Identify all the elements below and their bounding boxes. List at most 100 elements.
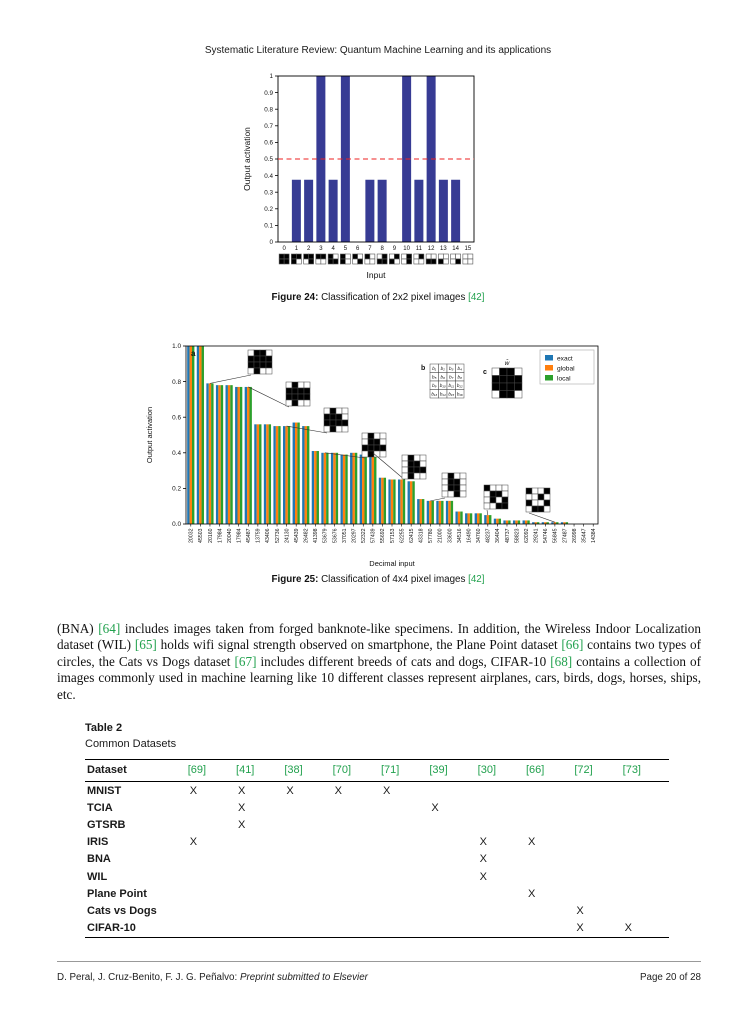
bar-exact bbox=[254, 424, 257, 524]
bar-local bbox=[297, 422, 300, 524]
figure25-citation[interactable]: [42] bbox=[468, 574, 485, 585]
inset-pattern-cell bbox=[341, 407, 349, 415]
dataset-mark-empty bbox=[186, 851, 234, 868]
figure24-caption: Figure 24: Classification of 2x2 pixel i… bbox=[0, 292, 756, 303]
bar-global bbox=[534, 522, 537, 524]
col-header-citation[interactable]: [38] bbox=[284, 764, 303, 776]
b-grid-label: b₂ bbox=[441, 366, 446, 371]
citation-link[interactable]: [66] bbox=[561, 637, 584, 653]
x-tick-label: 58823 bbox=[514, 528, 520, 543]
input-pattern-cell bbox=[291, 253, 297, 260]
legend-swatch-exact bbox=[545, 355, 553, 361]
x-tick-label: 35447 bbox=[581, 528, 587, 543]
citation-link[interactable]: [64] bbox=[98, 621, 121, 636]
col-header-citation[interactable]: [30] bbox=[477, 764, 497, 776]
weight-pattern-cell bbox=[506, 375, 515, 384]
input-pattern-cell bbox=[332, 253, 339, 260]
dataset-mark-empty bbox=[572, 816, 620, 833]
dataset-mark-empty bbox=[621, 868, 669, 885]
dataset-row: MNIST X X X X X bbox=[85, 782, 669, 800]
y-tick-label: 0 bbox=[269, 239, 273, 246]
inset-pattern-cell bbox=[373, 438, 381, 446]
figure24: 0 0.1 0.2 0.3 0.4 0.5 0.6 0.7 0.8 0.9 1 0 1 2 3 4 5 6 7 8 9 1… bbox=[238, 68, 500, 289]
inset-pattern-cell bbox=[247, 367, 255, 375]
inset-pattern-cell bbox=[259, 367, 267, 375]
x-tick-label: 13 bbox=[440, 246, 447, 252]
citation-link[interactable]: [65] bbox=[134, 637, 157, 653]
dataset-mark-empty bbox=[524, 920, 572, 938]
inset-pattern-cell bbox=[501, 496, 509, 504]
inset-pattern-cell bbox=[489, 502, 497, 510]
input-pattern-cell bbox=[438, 253, 444, 260]
inset-pattern-cell bbox=[401, 454, 409, 462]
input-pattern-cell bbox=[283, 253, 290, 260]
weight-pattern-cell bbox=[491, 382, 500, 391]
dataset-mark-empty bbox=[379, 920, 427, 938]
x-tick-label: 62255 bbox=[399, 528, 405, 543]
inset-pattern-cell bbox=[483, 496, 491, 504]
input-pattern-cell bbox=[418, 253, 425, 260]
bar-exact bbox=[484, 515, 487, 524]
y-tick-label: 0.0 bbox=[172, 521, 181, 528]
dataset-name: TCIA bbox=[87, 801, 113, 814]
bar-local bbox=[508, 520, 511, 524]
bar-global bbox=[237, 386, 240, 524]
x-tick-label: 41398 bbox=[313, 528, 319, 543]
b-grid-label: b₆ bbox=[441, 375, 446, 380]
bar-global bbox=[429, 500, 432, 524]
input-pattern-cell bbox=[352, 253, 358, 260]
col-header-citation[interactable]: [73] bbox=[622, 764, 641, 776]
inset-pattern-cell bbox=[253, 367, 261, 375]
col-header-citation[interactable]: [66] bbox=[525, 764, 545, 776]
legend-swatch-global bbox=[545, 365, 553, 371]
paragraph-text: includes different breeds of cats and do… bbox=[256, 653, 551, 669]
citation-link[interactable]: [67] bbox=[234, 653, 257, 669]
bar-local bbox=[412, 481, 415, 524]
col-header-citation[interactable]: [39] bbox=[429, 764, 448, 776]
bar-global bbox=[496, 518, 499, 524]
inset-pattern-cell bbox=[453, 472, 461, 480]
inset-pattern-cell bbox=[291, 387, 299, 395]
weight-pattern-cell bbox=[506, 367, 515, 376]
bar-exact bbox=[378, 477, 382, 524]
dataset-row: WIL X bbox=[85, 868, 669, 885]
panel-label-c: c bbox=[483, 369, 487, 376]
datasets-table-body: MNIST X X X X X TCIA X X GTSRB X IRIS X X X BNA X WIL X Pla… bbox=[85, 782, 669, 938]
bar-exact bbox=[187, 346, 190, 524]
col-header-citation[interactable]: [41] bbox=[236, 764, 255, 776]
paragraph-text: contains a collection of images commonly… bbox=[57, 653, 702, 702]
col-header-citation[interactable]: [70] bbox=[332, 764, 352, 776]
inset-pattern-cell bbox=[297, 381, 305, 389]
x-tick-label: 4 bbox=[331, 246, 335, 252]
col-header-citation[interactable]: [72] bbox=[574, 764, 593, 776]
inset-pattern-cell bbox=[335, 413, 343, 421]
inset-pattern-cell bbox=[291, 399, 299, 407]
bar-local bbox=[230, 385, 233, 524]
x-tick-label: 33600 bbox=[447, 528, 453, 543]
bar-local bbox=[479, 513, 482, 524]
inset-pattern-cell bbox=[531, 505, 539, 513]
dataset-mark-empty bbox=[186, 799, 234, 816]
col-header-citation[interactable]: [71] bbox=[381, 764, 400, 776]
input-pattern-cell bbox=[327, 253, 334, 260]
inset-pattern-cell bbox=[329, 425, 337, 433]
x-tick-label: 14 bbox=[452, 246, 459, 252]
bar-exact bbox=[436, 500, 439, 524]
bar-global bbox=[352, 452, 355, 524]
legend-label: local bbox=[557, 375, 571, 382]
figure25-caption: Figure 25: Classification of 4x4 pixel i… bbox=[0, 574, 756, 585]
dataset-mark-empty bbox=[282, 868, 330, 885]
x-tick-label: 12 bbox=[428, 246, 435, 252]
citation-link[interactable]: [68] bbox=[550, 653, 573, 669]
bar-exact bbox=[445, 500, 449, 524]
bar bbox=[377, 179, 387, 242]
inset-pattern-cell bbox=[323, 413, 331, 421]
figure24-citation[interactable]: [42] bbox=[468, 292, 485, 303]
y-tick-label: 0.4 bbox=[172, 450, 181, 457]
dataset-mark-empty bbox=[524, 902, 572, 919]
inset-pattern-cell bbox=[447, 484, 455, 492]
dataset-mark-empty bbox=[379, 851, 427, 868]
col-header-citation[interactable]: [69] bbox=[187, 764, 207, 776]
input-pattern-cell bbox=[369, 253, 376, 260]
inset-pattern-cell bbox=[419, 466, 427, 474]
